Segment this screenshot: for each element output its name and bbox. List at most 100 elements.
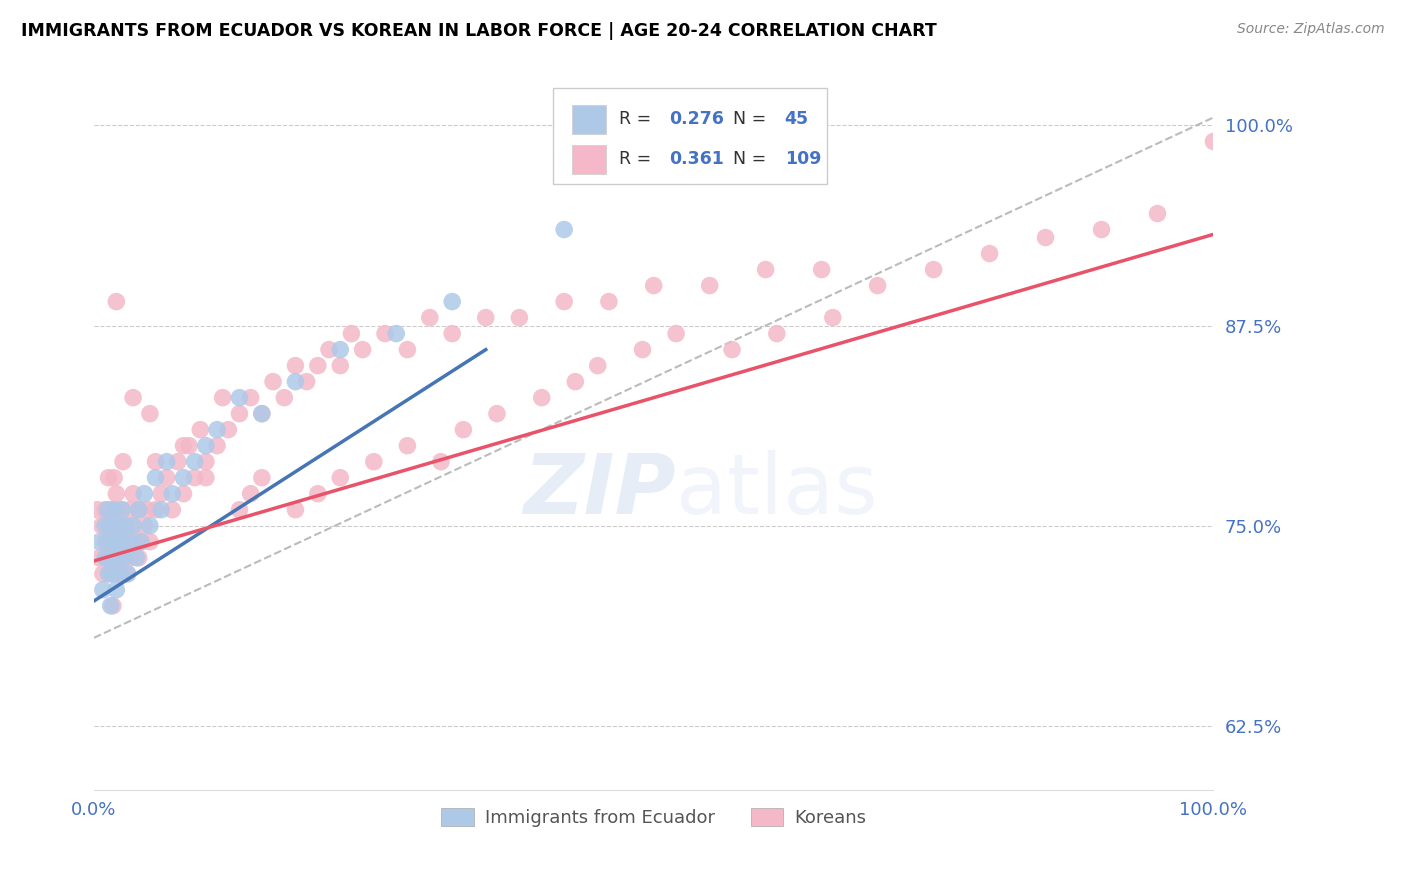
Point xyxy=(419,310,441,325)
Point xyxy=(284,502,307,516)
Text: 109: 109 xyxy=(785,151,821,169)
Point xyxy=(145,455,167,469)
Point xyxy=(643,278,665,293)
Point xyxy=(162,486,184,500)
Point xyxy=(1202,135,1225,149)
Point xyxy=(352,343,374,357)
Text: Source: ZipAtlas.com: Source: ZipAtlas.com xyxy=(1237,22,1385,37)
Point xyxy=(118,502,141,516)
Point xyxy=(100,502,122,516)
Point xyxy=(228,502,250,516)
Point xyxy=(94,518,117,533)
Point xyxy=(150,486,173,500)
Point xyxy=(117,534,139,549)
Point xyxy=(108,566,131,581)
Point xyxy=(105,534,128,549)
Point xyxy=(1146,206,1168,220)
Point xyxy=(284,375,307,389)
Point xyxy=(217,423,239,437)
Point xyxy=(188,423,211,437)
Point xyxy=(239,486,262,500)
Point xyxy=(329,471,352,485)
Text: ZIP: ZIP xyxy=(523,450,676,531)
Point xyxy=(183,471,205,485)
Point xyxy=(107,550,129,565)
Point xyxy=(103,534,125,549)
Point xyxy=(117,566,139,581)
Point xyxy=(564,375,586,389)
Point xyxy=(631,343,654,357)
FancyBboxPatch shape xyxy=(572,105,606,134)
Point xyxy=(329,359,352,373)
Point xyxy=(100,599,122,613)
Point xyxy=(134,518,156,533)
Point xyxy=(228,391,250,405)
Point xyxy=(105,294,128,309)
Point xyxy=(105,486,128,500)
Point xyxy=(866,278,889,293)
Point xyxy=(97,566,120,581)
Point xyxy=(100,518,122,533)
Point xyxy=(156,471,179,485)
Text: R =: R = xyxy=(619,111,657,128)
Point xyxy=(586,359,609,373)
Point xyxy=(112,550,135,565)
Point xyxy=(262,375,284,389)
Point xyxy=(139,407,162,421)
Text: R =: R = xyxy=(619,151,657,169)
Point xyxy=(103,502,125,516)
Point xyxy=(194,439,217,453)
Point xyxy=(307,359,329,373)
Point xyxy=(295,375,318,389)
Point xyxy=(112,455,135,469)
Point xyxy=(128,502,150,516)
Point xyxy=(485,407,508,421)
Point xyxy=(89,534,111,549)
Point xyxy=(129,534,152,549)
Point xyxy=(101,566,124,581)
Point xyxy=(94,550,117,565)
Point xyxy=(145,471,167,485)
Point xyxy=(821,310,844,325)
Text: 0.276: 0.276 xyxy=(669,111,724,128)
Point xyxy=(100,550,122,565)
Point xyxy=(100,534,122,549)
Point xyxy=(107,550,129,565)
Point xyxy=(205,439,228,453)
Point xyxy=(340,326,363,341)
Point xyxy=(89,550,111,565)
Point xyxy=(111,534,134,549)
Point xyxy=(97,518,120,533)
Point xyxy=(118,534,141,549)
Point xyxy=(396,439,419,453)
Point xyxy=(150,502,173,516)
Point xyxy=(139,534,162,549)
Point xyxy=(979,246,1001,260)
Point xyxy=(318,343,340,357)
Point xyxy=(1090,222,1112,236)
Point xyxy=(598,294,620,309)
Point xyxy=(129,534,152,549)
Point xyxy=(173,439,195,453)
Point xyxy=(94,502,117,516)
Point xyxy=(167,455,190,469)
Point xyxy=(105,566,128,581)
Point xyxy=(94,534,117,549)
Point xyxy=(441,294,464,309)
Point xyxy=(91,566,114,581)
Point xyxy=(122,391,145,405)
Point xyxy=(530,391,553,405)
Point xyxy=(273,391,295,405)
Point xyxy=(97,471,120,485)
Point xyxy=(125,534,148,549)
Text: atlas: atlas xyxy=(676,450,877,531)
Text: IMMIGRANTS FROM ECUADOR VS KOREAN IN LABOR FORCE | AGE 20-24 CORRELATION CHART: IMMIGRANTS FROM ECUADOR VS KOREAN IN LAB… xyxy=(21,22,936,40)
Point xyxy=(766,326,789,341)
Point xyxy=(665,326,688,341)
Point xyxy=(508,310,530,325)
Point xyxy=(128,550,150,565)
Point xyxy=(250,407,273,421)
Point xyxy=(162,502,184,516)
Point xyxy=(430,455,453,469)
Point xyxy=(86,502,108,516)
